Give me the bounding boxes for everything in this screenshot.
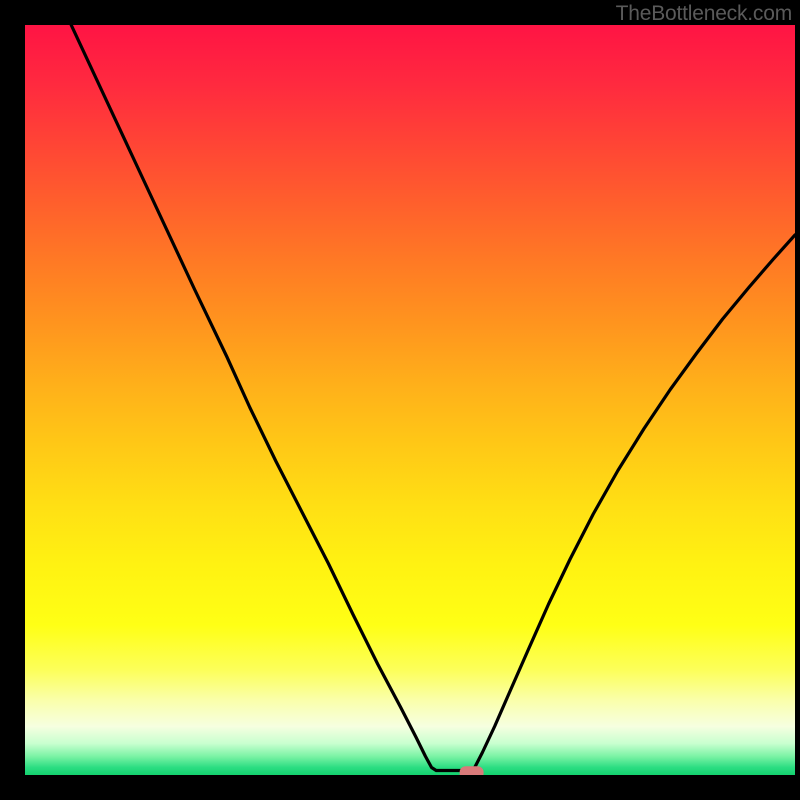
gradient-background — [25, 25, 795, 775]
bottleneck-chart — [25, 25, 795, 775]
optimal-marker — [460, 766, 484, 775]
watermark-text: TheBottleneck.com — [616, 2, 792, 26]
